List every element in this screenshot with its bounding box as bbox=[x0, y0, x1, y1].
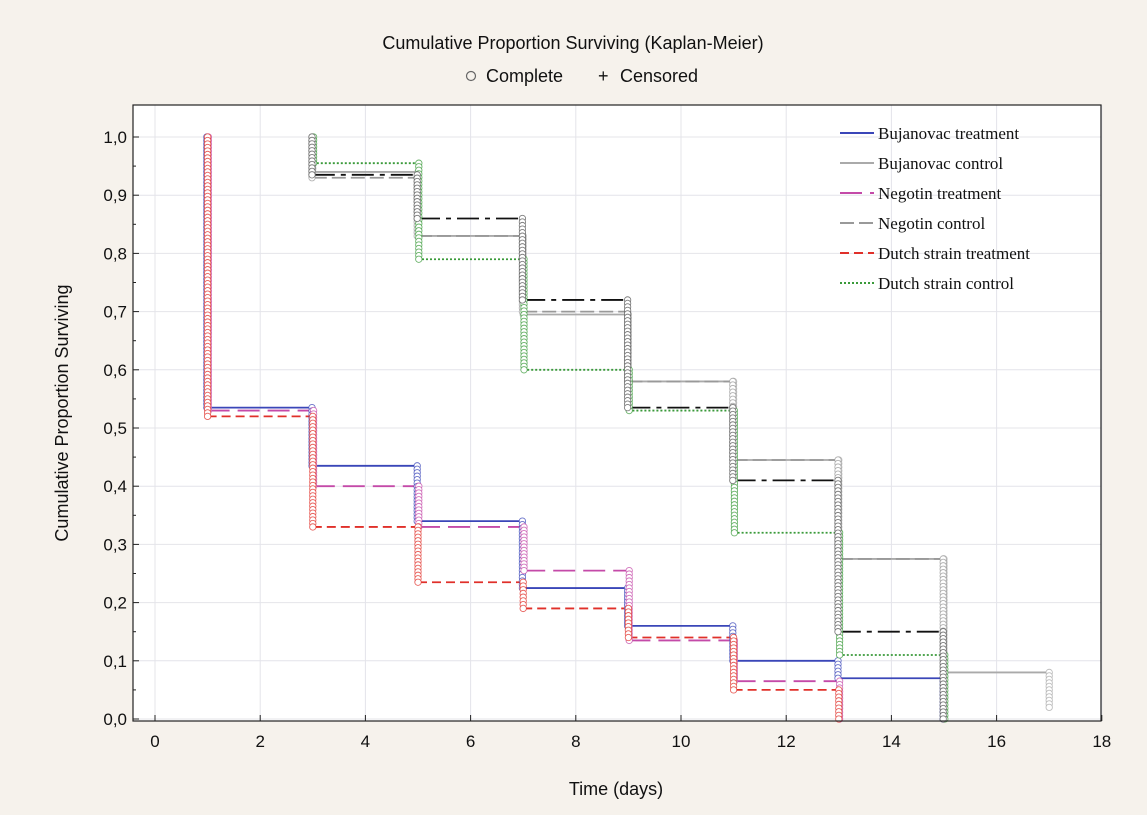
x-tick-label: 12 bbox=[777, 732, 796, 751]
y-tick-label: 0,9 bbox=[103, 186, 127, 205]
complete-marker bbox=[203, 412, 212, 421]
series-group bbox=[207, 162, 1050, 691]
complete-marker bbox=[623, 403, 632, 412]
x-tick-label: 0 bbox=[150, 732, 159, 751]
legend-label: Bujanovac treatment bbox=[878, 124, 1019, 143]
legend: Bujanovac treatment Bujanovac control Nego… bbox=[840, 124, 1030, 293]
y-tick-label: 0,8 bbox=[103, 244, 127, 263]
complete-marker bbox=[308, 171, 316, 179]
y-axis: 0,0 0,1 0,2 0,3 0,4 0,5 0,6 0,7 0,8 0,9 1,0 bbox=[103, 128, 139, 729]
plot-frame bbox=[132, 104, 1102, 722]
y-tick-label: 0,1 bbox=[103, 652, 127, 671]
complete-label: Complete bbox=[486, 66, 563, 86]
x-tick-label: 18 bbox=[1092, 732, 1111, 751]
x-axis-label: Time (days) bbox=[569, 779, 663, 799]
y-tick-label: 1,0 bbox=[103, 128, 127, 147]
y-tick-label: 0,5 bbox=[103, 419, 127, 438]
y-tick-label: 0,3 bbox=[103, 535, 127, 554]
x-tick-label: 16 bbox=[987, 732, 1006, 751]
y-tick-label: 0,6 bbox=[103, 361, 127, 380]
complete-marker bbox=[730, 529, 739, 537]
plot-area bbox=[133, 105, 1101, 721]
legend-label: Negotin treatment bbox=[878, 184, 1001, 203]
y-tick-label: 0,7 bbox=[103, 303, 127, 322]
x-tick-label: 14 bbox=[882, 732, 901, 751]
marker-group bbox=[203, 133, 1053, 723]
marker-key: Complete + Censored bbox=[465, 66, 698, 86]
chart-title: Cumulative Proportion Surviving (Kaplan-… bbox=[382, 33, 763, 53]
complete-marker bbox=[413, 214, 421, 223]
y-tick-label: 0,2 bbox=[103, 594, 127, 613]
complete-marker bbox=[624, 633, 633, 642]
x-tick-label: 4 bbox=[361, 732, 370, 751]
complete-marker bbox=[519, 604, 527, 613]
x-tick-label: 8 bbox=[571, 732, 580, 751]
y-axis-label: Cumulative Proportion Surviving bbox=[52, 284, 72, 541]
x-tick-label: 6 bbox=[466, 732, 475, 751]
censored-plus-icon: + bbox=[598, 66, 609, 86]
complete-marker-icon bbox=[465, 70, 477, 82]
y-tick-label: 0,0 bbox=[103, 710, 127, 729]
complete-marker bbox=[1045, 703, 1053, 712]
censored-label: Censored bbox=[620, 66, 698, 86]
complete-marker bbox=[520, 366, 528, 374]
legend-label: Dutch strain control bbox=[878, 274, 1014, 293]
legend-label: Dutch strain treatment bbox=[878, 244, 1030, 263]
y-tick-label: 0,4 bbox=[103, 477, 127, 496]
complete-marker bbox=[415, 255, 423, 263]
complete-marker bbox=[518, 296, 527, 304]
complete-marker bbox=[729, 686, 738, 694]
x-tick-label: 2 bbox=[255, 732, 264, 751]
complete-marker bbox=[309, 523, 317, 531]
complete-marker bbox=[835, 651, 844, 659]
complete-marker bbox=[414, 578, 422, 586]
legend-label: Bujanovac control bbox=[878, 154, 1003, 173]
complete-marker bbox=[834, 628, 842, 636]
complete-marker bbox=[729, 476, 737, 485]
legend-label: Negotin control bbox=[878, 214, 985, 233]
x-axis: 0 2 4 6 8 10 12 14 16 18 bbox=[150, 715, 1111, 751]
x-tick-label: 10 bbox=[672, 732, 691, 751]
complete-marker bbox=[520, 566, 528, 575]
